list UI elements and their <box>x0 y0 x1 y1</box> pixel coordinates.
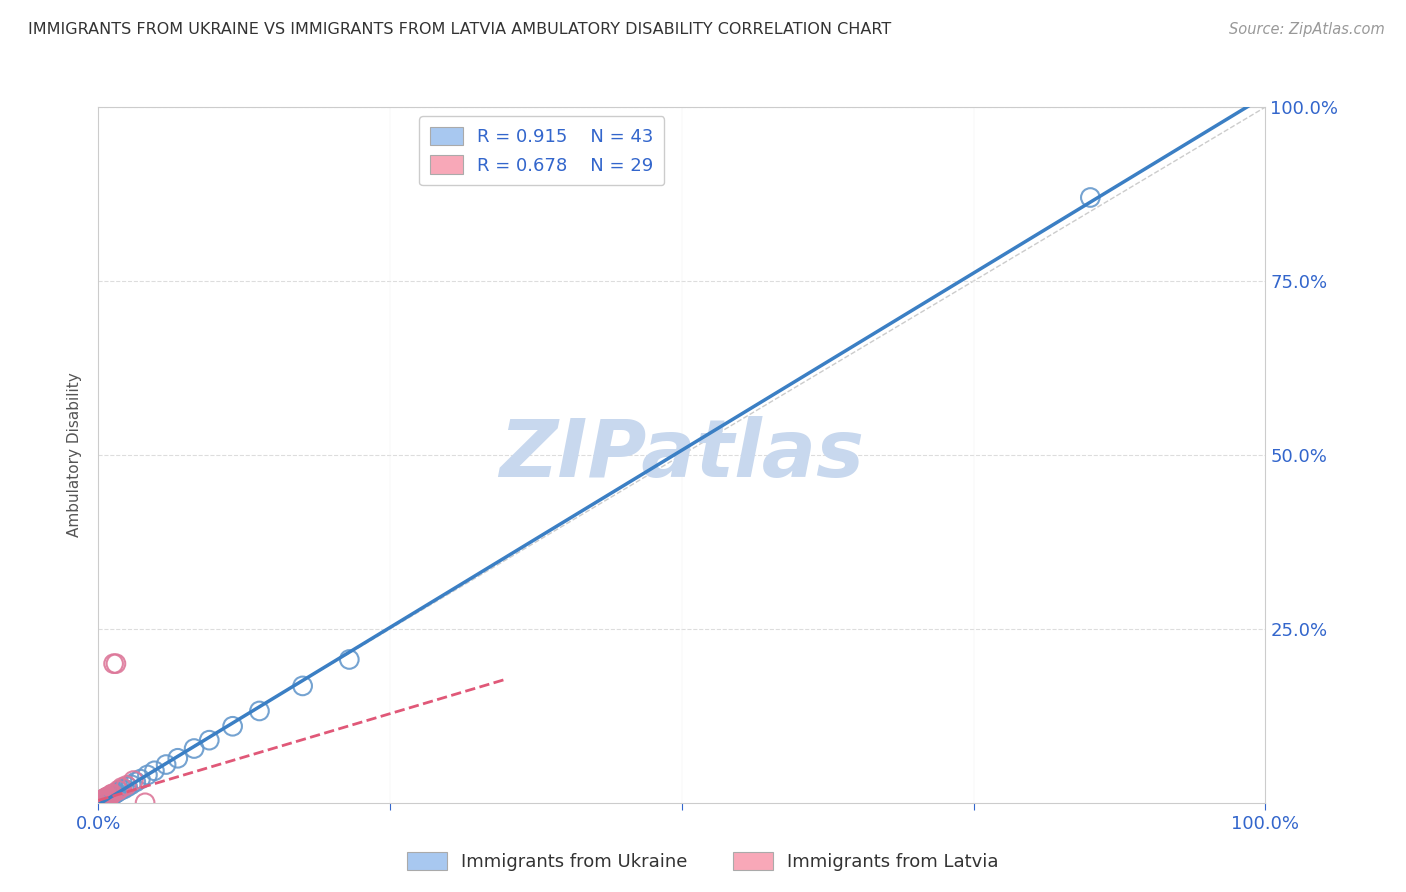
Point <box>108 784 131 798</box>
Point <box>91 793 114 807</box>
Point <box>120 778 142 792</box>
Point <box>98 789 121 803</box>
Point <box>112 781 135 796</box>
Point <box>93 793 115 807</box>
Point <box>94 792 117 806</box>
Point <box>91 794 114 808</box>
Point <box>89 795 111 809</box>
Point <box>117 780 139 794</box>
Point <box>183 741 205 756</box>
Point <box>90 794 112 808</box>
Point <box>90 794 112 808</box>
Point <box>198 733 221 747</box>
Point <box>115 778 138 793</box>
Point <box>136 768 159 782</box>
Point <box>90 795 112 809</box>
Point <box>107 783 129 797</box>
Point <box>249 704 271 718</box>
Point <box>221 719 243 733</box>
Point <box>1080 190 1102 204</box>
Y-axis label: Ambulatory Disability: Ambulatory Disability <box>67 373 83 537</box>
Point <box>96 791 118 805</box>
Text: Source: ZipAtlas.com: Source: ZipAtlas.com <box>1229 22 1385 37</box>
Text: IMMIGRANTS FROM UKRAINE VS IMMIGRANTS FROM LATVIA AMBULATORY DISABILITY CORRELAT: IMMIGRANTS FROM UKRAINE VS IMMIGRANTS FR… <box>28 22 891 37</box>
Point <box>101 788 124 802</box>
Point <box>166 751 188 765</box>
Point <box>91 794 114 808</box>
Point <box>90 795 112 809</box>
Legend: Immigrants from Ukraine, Immigrants from Latvia: Immigrants from Ukraine, Immigrants from… <box>401 845 1005 879</box>
Point <box>291 679 314 693</box>
Point <box>337 652 360 666</box>
Point <box>93 793 115 807</box>
Point <box>97 791 120 805</box>
Point <box>97 791 120 805</box>
Point <box>94 793 117 807</box>
Point <box>90 794 112 808</box>
Point <box>125 775 148 789</box>
Point <box>104 787 127 801</box>
Point <box>93 791 115 805</box>
Point <box>122 773 145 788</box>
Point <box>100 789 122 803</box>
Point <box>91 792 114 806</box>
Point <box>104 786 127 800</box>
Point <box>90 794 112 808</box>
Point <box>96 790 118 805</box>
Point <box>96 791 118 805</box>
Point <box>104 657 127 671</box>
Point <box>90 793 112 807</box>
Point <box>98 789 121 804</box>
Point <box>97 789 120 804</box>
Point <box>94 792 117 806</box>
Point <box>89 794 111 808</box>
Point <box>98 790 121 805</box>
Point <box>103 788 125 802</box>
Point <box>103 657 125 671</box>
Point <box>94 791 117 805</box>
Point <box>100 788 122 802</box>
Point <box>93 794 115 808</box>
Point <box>111 782 134 797</box>
Text: ZIPatlas: ZIPatlas <box>499 416 865 494</box>
Point <box>90 794 112 808</box>
Point <box>97 790 120 805</box>
Point <box>97 790 120 805</box>
Point <box>129 772 152 786</box>
Point <box>96 791 118 805</box>
Legend: R = 0.915    N = 43, R = 0.678    N = 29: R = 0.915 N = 43, R = 0.678 N = 29 <box>419 116 665 186</box>
Point <box>91 794 114 808</box>
Point <box>143 764 166 778</box>
Point <box>101 787 124 801</box>
Point <box>105 785 128 799</box>
Point <box>97 791 120 805</box>
Point <box>111 780 134 795</box>
Point <box>155 757 177 772</box>
Point <box>97 791 120 805</box>
Point <box>134 796 156 810</box>
Point <box>93 792 115 806</box>
Point <box>93 792 115 806</box>
